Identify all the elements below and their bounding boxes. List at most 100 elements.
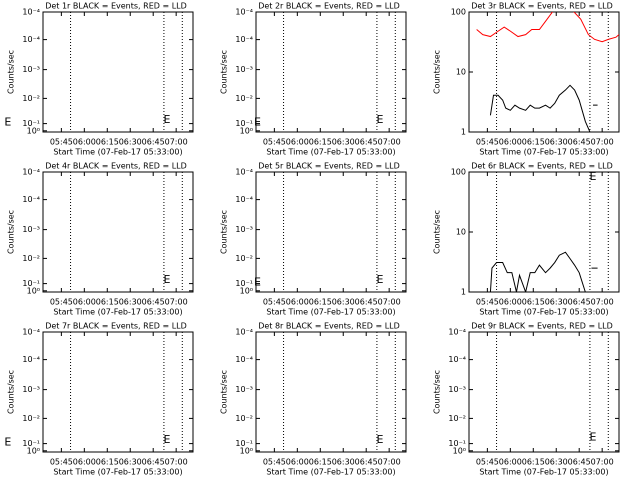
panel: Det 8r BLACK = Events, RED = LLD Start Ti… [220,322,407,477]
x-tick-label: 06:45 [355,298,378,307]
panel-title: Det 1r BLACK = Events, RED = LLD [45,2,187,11]
series-group [476,12,619,132]
x-tick-label: 06:15 [309,458,332,467]
x-tick-label: 07:00 [378,138,401,147]
series-group [489,251,598,292]
x-tick-label: 07:00 [591,298,614,307]
y-tick-label: 10⁻³ [235,65,253,74]
x-tick-label: 06:00 [286,458,309,467]
annotation: E [164,113,171,126]
panel: Det 1r BLACK = Events, RED = LLD Start Ti… [4,2,194,157]
annotation: E [164,273,171,286]
x-tick-label: 06:15 [309,298,332,307]
x-tick-label: 07:00 [165,298,188,307]
x-tick-label: 07:00 [378,298,401,307]
y-tick-label: 10⁰ [27,286,40,295]
x-tick-label: 05:45 [476,458,499,467]
y-tick-label: 1 [461,288,466,297]
y-tick-label: 10⁻² [235,94,253,103]
panel: Det 6r BLACK = Events, RED = LLD Start Ti… [433,162,620,317]
x-tick-label: 07:00 [165,458,188,467]
annotation: E [377,433,384,446]
x-tick-label: 06:45 [568,138,591,147]
panel-title: Det 2r BLACK = Events, RED = LLD [258,2,400,11]
x-tick-label: 06:45 [355,458,378,467]
y-tick-label: 10⁻³ [22,65,40,74]
y-tick-label: 10⁻⁴ [235,35,253,44]
y-tick-label: 10⁻⁴ [235,328,253,337]
x-tick-label: 06:30 [332,298,355,307]
y-tick-label: 100 [451,168,466,177]
x-tick-label: 06:15 [522,138,545,147]
y-tick-label: 10⁻⁴ [22,8,40,17]
panel: Det 9r BLACK = Events, RED = LLD Start Ti… [433,322,620,477]
x-tick-label: 05:45 [263,298,286,307]
panel-title: Det 4r BLACK = Events, RED = LLD [45,162,187,171]
panel-title: Det 8r BLACK = Events, RED = LLD [258,322,400,331]
annotation: E [164,433,171,446]
y-axis-label: Counts/sec [220,370,229,414]
x-axis-label: Start Time (07-Feb-17 05:33:00) [266,468,395,477]
y-tick-label: 10⁻³ [448,385,466,394]
x-tick-label: 06:30 [119,138,142,147]
panel: Det 5r BLACK = Events, RED = LLD Start Ti… [220,162,407,317]
x-axis-label: Start Time (07-Feb-17 05:33:00) [53,148,182,157]
annotation: E [254,115,261,128]
y-tick-label: 10⁻⁴ [22,328,40,337]
annotation: E [377,273,384,286]
x-axis-label: Start Time (07-Feb-17 05:33:00) [479,308,608,317]
panel: Det 2r BLACK = Events, RED = LLD Start Ti… [220,2,407,157]
y-tick-label: 10⁻³ [22,225,40,234]
y-tick-label: 10⁰ [27,126,40,135]
plot-frame [255,171,407,293]
annotation: E [4,115,11,128]
y-tick-label: 10⁻¹ [235,279,253,288]
y-tick-label: 10⁻³ [235,225,253,234]
y-tick-label: 10 [456,68,466,77]
x-axis-label: Start Time (07-Feb-17 05:33:00) [266,308,395,317]
plot-frame [468,331,620,453]
x-tick-label: 06:45 [142,458,165,467]
x-tick-label: 05:45 [50,298,73,307]
annotation: E [590,431,597,444]
y-tick-label: 10⁻⁴ [22,35,40,44]
panel-title: Det 6r BLACK = Events, RED = LLD [471,162,613,171]
x-tick-label: 06:30 [119,298,142,307]
panel-title: Det 3r BLACK = Events, RED = LLD [471,2,613,11]
x-tick-label: 06:00 [286,138,309,147]
plot-frame [255,331,407,453]
x-tick-label: 05:45 [50,138,73,147]
x-tick-label: 06:45 [142,138,165,147]
data-line [476,12,619,43]
data-line [489,251,598,292]
plot-frame [42,171,194,293]
y-tick-label: 10⁻⁴ [448,328,466,337]
y-tick-label: 10⁻¹ [235,119,253,128]
x-axis-label: Start Time (07-Feb-17 05:33:00) [479,148,608,157]
x-tick-label: 07:00 [591,458,614,467]
x-tick-label: 06:15 [96,458,119,467]
x-tick-label: 06:30 [119,458,142,467]
y-axis-label: Counts/sec [433,50,442,94]
y-axis-label: Counts/sec [220,210,229,254]
x-axis-label: Start Time (07-Feb-17 05:33:00) [266,148,395,157]
y-tick-label: 10⁻³ [22,385,40,394]
panel: Det 3r BLACK = Events, RED = LLD Start Ti… [433,2,620,157]
y-tick-label: 10⁻² [448,414,466,423]
x-tick-label: 06:30 [332,458,355,467]
x-tick-label: 05:45 [476,298,499,307]
x-tick-label: 06:45 [568,458,591,467]
y-tick-label: 10⁰ [240,126,253,135]
y-axis-label: Counts/sec [220,50,229,94]
y-axis-label: Counts/sec [7,370,16,414]
y-tick-label: 10⁻² [235,254,253,263]
plot-frame [468,11,620,133]
y-tick-label: 10⁰ [240,286,253,295]
panel-title: Det 7r BLACK = Events, RED = LLD [45,322,187,331]
y-tick-label: 10⁻⁴ [235,355,253,364]
annotation: E [377,113,384,126]
x-tick-label: 06:15 [96,138,119,147]
y-tick-label: 10⁻² [235,414,253,423]
x-tick-label: 06:45 [142,298,165,307]
y-tick-label: 10⁻² [22,414,40,423]
